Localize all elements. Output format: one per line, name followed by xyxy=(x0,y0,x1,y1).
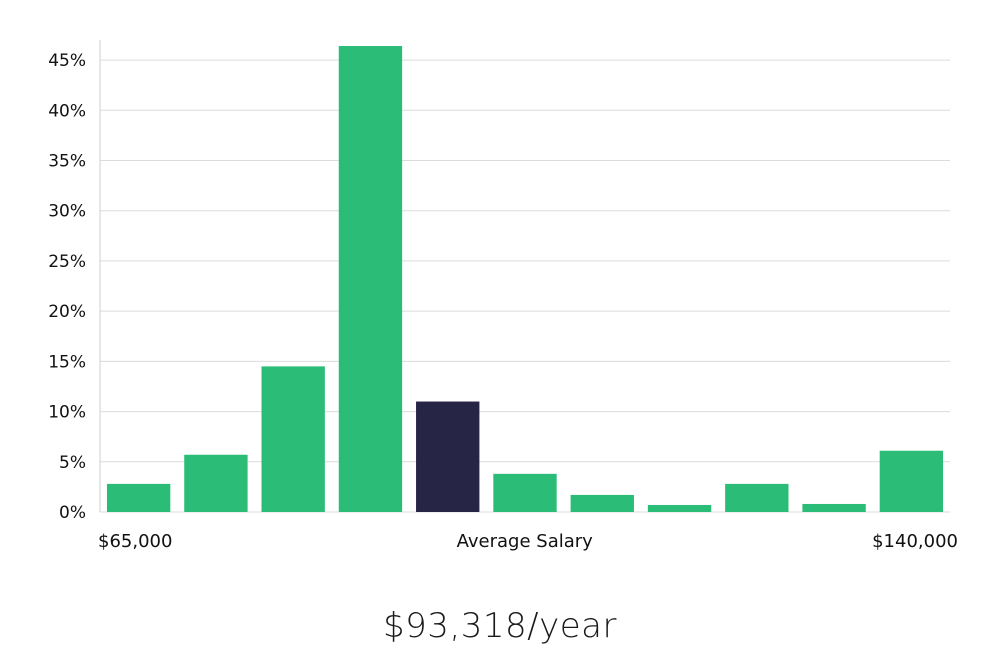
y-tick-label: 25% xyxy=(48,252,86,272)
bar xyxy=(184,454,248,512)
bar xyxy=(261,366,325,512)
y-tick-label: 30% xyxy=(48,202,86,222)
bar xyxy=(647,504,712,512)
x-label-average: Average Salary xyxy=(457,531,594,552)
y-tick-label: 45% xyxy=(48,51,86,71)
bar xyxy=(879,450,944,512)
y-tick-label: 35% xyxy=(48,152,86,172)
bar xyxy=(570,494,634,512)
bar xyxy=(493,473,557,512)
bar-average-salary xyxy=(416,401,480,512)
x-label-min: $65,000 xyxy=(98,531,172,552)
average-salary-value: $93,318/year xyxy=(383,606,617,646)
bar xyxy=(106,483,171,512)
y-tick-label: 10% xyxy=(48,403,86,423)
y-tick-label: 15% xyxy=(48,352,86,372)
y-tick-label: 40% xyxy=(48,101,86,121)
y-tick-label: 0% xyxy=(59,503,86,523)
salary-distribution-chart: 0% 5% 10% 15% 20% 25% 30% 35% 40% 45% $65,000 Avera… xyxy=(48,40,958,552)
bar xyxy=(802,503,866,512)
x-label-max: $140,000 xyxy=(872,531,958,552)
bar xyxy=(338,46,403,512)
bar xyxy=(725,483,789,512)
y-tick-label: 5% xyxy=(59,453,86,473)
y-tick-label: 20% xyxy=(48,302,86,322)
